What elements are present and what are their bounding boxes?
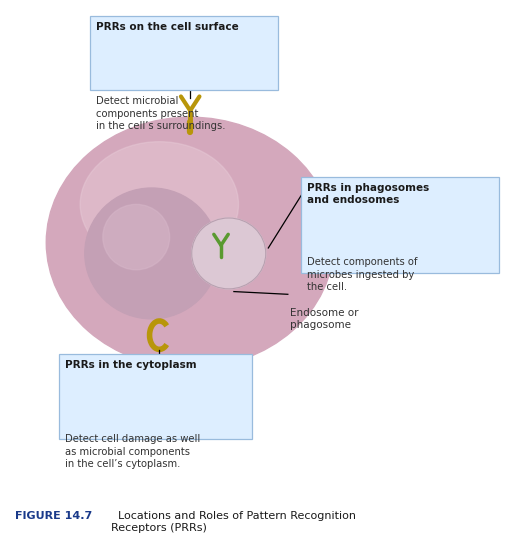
Text: PRRs in the cytoplasm: PRRs in the cytoplasm [65, 360, 197, 370]
FancyBboxPatch shape [59, 354, 252, 439]
Ellipse shape [46, 117, 334, 368]
Ellipse shape [192, 218, 266, 289]
Text: PRRs in phagosomes
and endosomes: PRRs in phagosomes and endosomes [307, 183, 429, 205]
FancyBboxPatch shape [90, 16, 278, 90]
FancyBboxPatch shape [301, 177, 499, 272]
Ellipse shape [103, 204, 170, 270]
Text: Detect cell damage as well
as microbial components
in the cell’s cytoplasm.: Detect cell damage as well as microbial … [65, 434, 200, 469]
Text: Endosome or
phagosome: Endosome or phagosome [290, 308, 359, 330]
Text: PRRs on the cell surface: PRRs on the cell surface [96, 22, 239, 32]
Ellipse shape [80, 142, 238, 267]
Ellipse shape [85, 188, 218, 319]
Text: Locations and Roles of Pattern Recognition
Receptors (PRRs): Locations and Roles of Pattern Recogniti… [111, 511, 356, 533]
Text: FIGURE 14.7: FIGURE 14.7 [15, 511, 93, 521]
Text: Detect components of
microbes ingested by
the cell.: Detect components of microbes ingested b… [307, 257, 417, 292]
Text: Detect microbial
components present
in the cell’s surroundings.: Detect microbial components present in t… [96, 96, 226, 131]
